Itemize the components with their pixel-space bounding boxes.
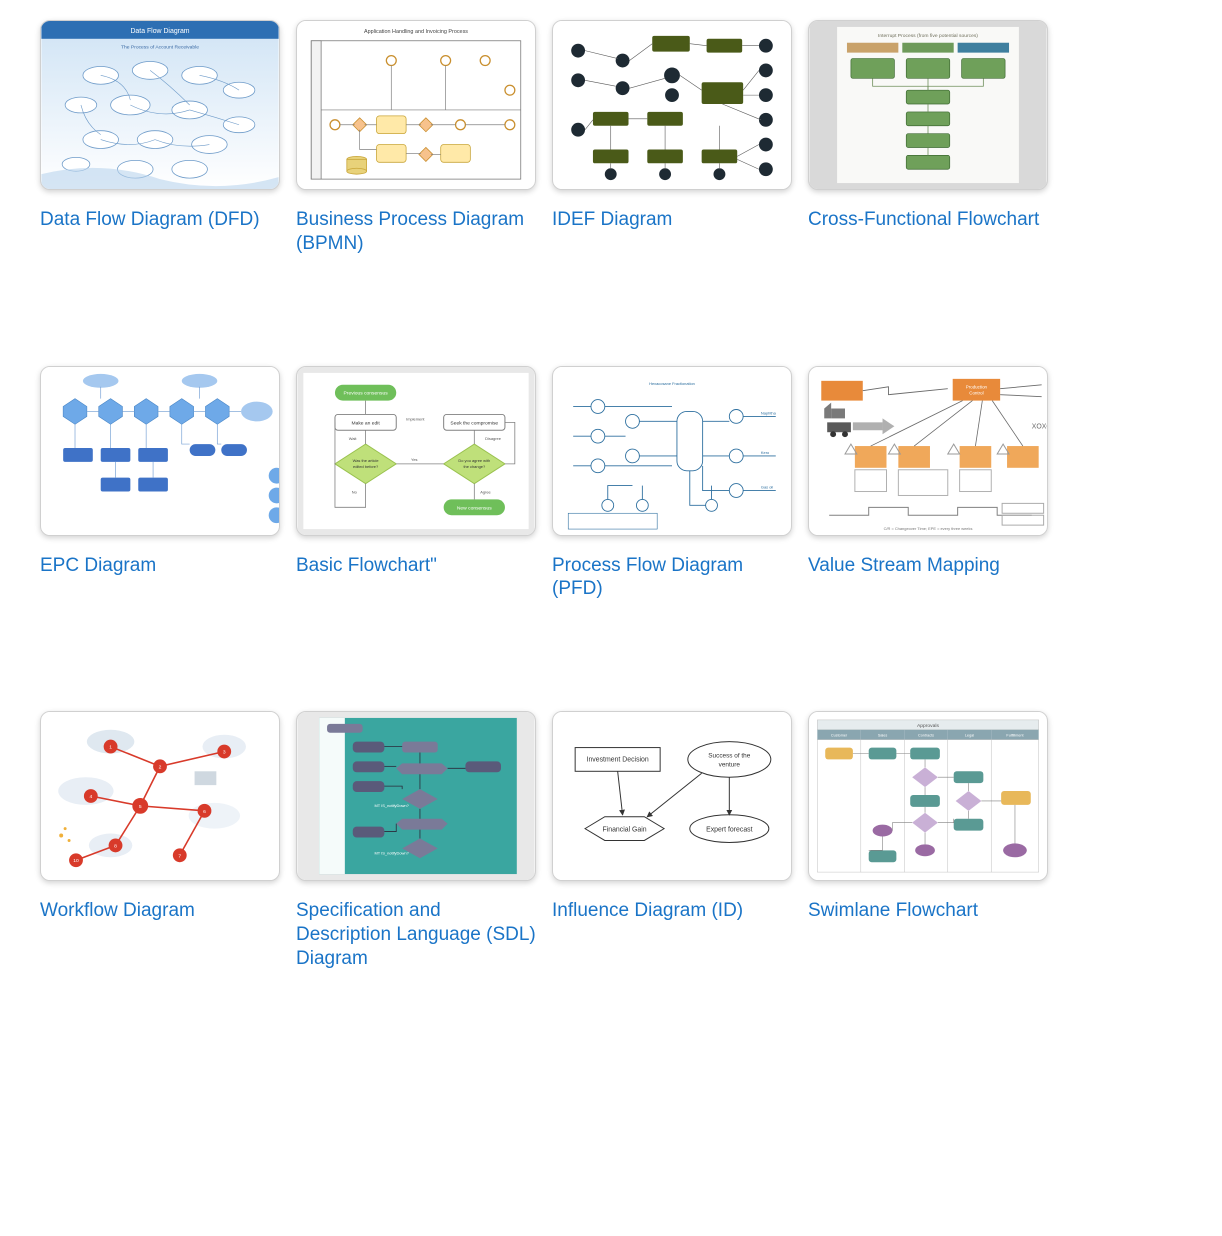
svg-text:XOXO: XOXO xyxy=(1032,423,1047,430)
card-vsm: Production Control xyxy=(808,366,1048,602)
svg-text:2: 2 xyxy=(159,764,162,770)
label-workflow[interactable]: Workflow Diagram xyxy=(40,899,280,923)
label-dfd[interactable]: Data Flow Diagram (DFD) xyxy=(40,208,280,232)
svg-text:7: 7 xyxy=(178,853,181,859)
svg-text:Hexacosane Fractionation: Hexacosane Fractionation xyxy=(649,380,695,385)
svg-text:Make an edit: Make an edit xyxy=(351,420,380,426)
card-sdl: MT IS_notifyDown? MT IS_notifyDown? Spec… xyxy=(296,711,536,970)
thumb-influence[interactable]: Investment Decision Success of the ventu… xyxy=(552,711,792,881)
thumb-pfd[interactable]: Hexacosane Fractionation Naphtha Kero Gas … xyxy=(552,366,792,536)
svg-text:edited before?: edited before? xyxy=(353,463,379,468)
card-swimlane: Approvals Customer Sales Contracts Legal Ful… xyxy=(808,711,1048,970)
svg-text:6: 6 xyxy=(203,809,206,815)
svg-text:Customer: Customer xyxy=(831,734,848,738)
svg-text:Previous consensus: Previous consensus xyxy=(344,390,389,396)
thumb-swimlane[interactable]: Approvals Customer Sales Contracts Legal Ful… xyxy=(808,711,1048,881)
card-epc: EPC Diagram xyxy=(40,366,280,602)
thumb-sdl[interactable]: MT IS_notifyDown? MT IS_notifyDown? xyxy=(296,711,536,881)
svg-text:Do you agree with: Do you agree with xyxy=(458,457,490,462)
svg-text:Gas oil: Gas oil xyxy=(761,484,773,489)
card-cross: Interrupt Process (from five potential s… xyxy=(808,20,1048,256)
svg-text:Was the article: Was the article xyxy=(353,457,380,462)
svg-text:Investment Decision: Investment Decision xyxy=(587,756,649,763)
svg-text:Implement: Implement xyxy=(406,416,425,421)
thumb-basic[interactable]: Previous consensus Make an edit Seek the… xyxy=(296,366,536,536)
svg-text:New consensus: New consensus xyxy=(457,505,492,511)
svg-text:Application Handling and Invoi: Application Handling and Invoicing Proce… xyxy=(364,29,468,35)
svg-text:Success of the: Success of the xyxy=(708,752,750,759)
label-vsm[interactable]: Value Stream Mapping xyxy=(808,554,1048,578)
svg-text:Seek the compromise: Seek the compromise xyxy=(450,420,498,426)
svg-text:Legal: Legal xyxy=(965,734,974,738)
card-pfd: Hexacosane Fractionation Naphtha Kero Gas … xyxy=(552,366,792,602)
svg-text:Interrupt Process (from five p: Interrupt Process (from five potential s… xyxy=(878,33,978,39)
thumb-cross[interactable]: Interrupt Process (from five potential s… xyxy=(808,20,1048,190)
thumb-bpmn[interactable]: Application Handling and Invoicing Proce… xyxy=(296,20,536,190)
svg-text:Contracts: Contracts xyxy=(918,734,934,738)
svg-text:Disagree: Disagree xyxy=(485,436,502,441)
card-influence: Investment Decision Success of the ventu… xyxy=(552,711,792,970)
label-idef[interactable]: IDEF Diagram xyxy=(552,208,792,232)
svg-text:Expert forecast: Expert forecast xyxy=(706,827,753,834)
svg-text:Fulfillment: Fulfillment xyxy=(1006,734,1024,738)
svg-text:Naphtha: Naphtha xyxy=(761,410,777,415)
label-bpmn[interactable]: Business Process Diagram (BPMN) xyxy=(296,208,536,256)
thumb-vsm[interactable]: Production Control xyxy=(808,366,1048,536)
svg-text:Sales: Sales xyxy=(878,734,888,738)
svg-text:Financial Gain: Financial Gain xyxy=(602,827,646,834)
thumb-dfd[interactable]: Data Flow Diagram The Process of Account… xyxy=(40,20,280,190)
label-swimlane[interactable]: Swimlane Flowchart xyxy=(808,899,1048,923)
thumb-idef[interactable] xyxy=(552,20,792,190)
label-sdl[interactable]: Specification and Description Language (… xyxy=(296,899,536,970)
svg-text:Control: Control xyxy=(969,390,983,395)
svg-text:No: No xyxy=(352,489,358,494)
svg-text:the change?: the change? xyxy=(463,463,485,468)
card-idef: IDEF Diagram xyxy=(552,20,792,256)
card-bpmn: Application Handling and Invoicing Proce… xyxy=(296,20,536,256)
svg-text:MT IS_notifyDown?: MT IS_notifyDown? xyxy=(374,850,409,855)
thumb-epc[interactable] xyxy=(40,366,280,536)
svg-text:Production: Production xyxy=(966,384,988,389)
label-epc[interactable]: EPC Diagram xyxy=(40,554,280,578)
svg-text:Data Flow Diagram: Data Flow Diagram xyxy=(130,28,189,35)
svg-text:1: 1 xyxy=(109,745,112,751)
label-influence[interactable]: Influence Diagram (ID) xyxy=(552,899,792,923)
svg-text:venture: venture xyxy=(719,761,741,768)
svg-text:5: 5 xyxy=(139,804,142,810)
svg-text:C/R = Changeover Time; EPE = e: C/R = Changeover Time; EPE = every three… xyxy=(884,526,973,531)
svg-text:MT IS_notifyDown?: MT IS_notifyDown? xyxy=(374,803,409,808)
svg-text:Approvals: Approvals xyxy=(917,723,939,729)
svg-text:4: 4 xyxy=(89,794,92,800)
label-cross[interactable]: Cross-Functional Flowchart xyxy=(808,208,1048,232)
svg-text:Kero: Kero xyxy=(761,449,770,454)
card-workflow: 1 2 3 5 4 6 8 7 10 Workflow Diagram xyxy=(40,711,280,970)
svg-text:Wait: Wait xyxy=(349,436,358,441)
svg-text:8: 8 xyxy=(114,843,117,849)
svg-text:The Process of Account Receiva: The Process of Account Receivable xyxy=(121,45,199,51)
diagram-gallery-grid: Data Flow Diagram The Process of Account… xyxy=(40,20,1182,970)
svg-text:3: 3 xyxy=(223,750,226,756)
svg-text:10: 10 xyxy=(73,858,79,864)
thumb-workflow[interactable]: 1 2 3 5 4 6 8 7 10 xyxy=(40,711,280,881)
svg-text:Agree: Agree xyxy=(480,489,491,494)
svg-text:Yes: Yes xyxy=(411,456,417,461)
label-pfd[interactable]: Process Flow Diagram (PFD) xyxy=(552,554,792,602)
card-dfd: Data Flow Diagram The Process of Account… xyxy=(40,20,280,256)
card-basic: Previous consensus Make an edit Seek the… xyxy=(296,366,536,602)
label-basic[interactable]: Basic Flowchart" xyxy=(296,554,536,578)
